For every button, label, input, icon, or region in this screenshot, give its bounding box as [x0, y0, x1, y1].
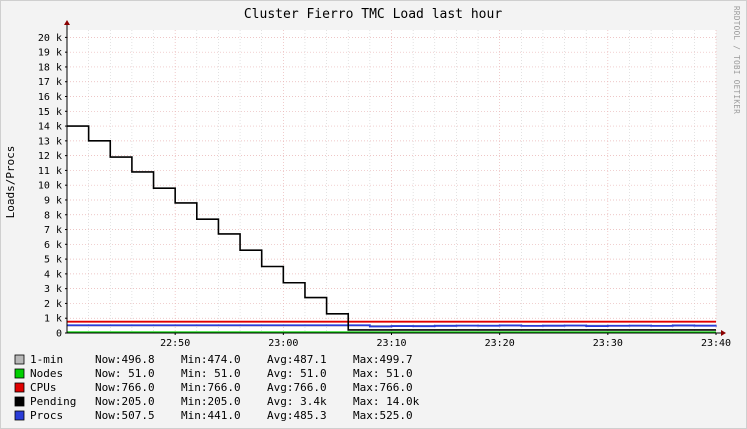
legend-max: Max:525.0 [353, 409, 413, 422]
y-tick-label: 0 [56, 329, 62, 340]
chart-title: Cluster Fierro TMC Load last hour [244, 7, 502, 22]
x-tick-label: 23:10 [376, 338, 406, 349]
y-tick-label: 6 k [44, 240, 62, 251]
legend-now: Now: 51.0 [95, 367, 155, 380]
y-axis-arrow [64, 20, 70, 25]
legend-max: Max:499.7 [353, 353, 413, 366]
legend-avg: Avg: 51.0 [267, 367, 327, 380]
x-tick-label: 22:50 [160, 338, 190, 349]
y-tick-label: 5 k [44, 255, 62, 266]
y-tick-label: 8 k [44, 210, 62, 221]
legend-max: Max:766.0 [353, 381, 413, 394]
legend-now: Now:496.8 [95, 353, 155, 366]
y-tick-label: 15 k [38, 107, 62, 118]
legend-max: Max: 14.0k [353, 395, 420, 408]
series-procs [67, 324, 717, 328]
watermark: RRDTOOL / TOBI OETIKER [732, 6, 741, 114]
y-tick-label: 12 k [38, 151, 62, 162]
y-tick-label: 9 k [44, 195, 62, 206]
y-tick-label: 2 k [44, 299, 62, 310]
legend-swatch-nodes [14, 368, 25, 379]
legend-min: Min:205.0 [181, 395, 241, 408]
y-tick-label: 16 k [38, 92, 62, 103]
legend-now: Now:766.0 [95, 381, 155, 394]
legend-now: Now:507.5 [95, 409, 155, 422]
y-axis-label: Loads/Procs [4, 146, 17, 219]
legend-label: CPUs [30, 381, 57, 394]
legend-min: Min:474.0 [181, 353, 241, 366]
y-tick-label: 7 k [44, 225, 62, 236]
x-tick-label: 23:20 [485, 338, 515, 349]
y-tick-label: 18 k [38, 62, 62, 73]
legend-avg: Avg:766.0 [267, 381, 327, 394]
legend-swatch-procs [14, 410, 25, 421]
legend-swatch-pending [14, 396, 25, 407]
y-tick-label: 4 k [44, 269, 62, 280]
legend-avg: Avg:487.1 [267, 353, 327, 366]
y-tick-label: 13 k [38, 136, 62, 147]
x-tick-label: 23:00 [268, 338, 298, 349]
legend-label: 1-min [30, 353, 63, 366]
y-tick-label: 11 k [38, 166, 62, 177]
y-tick-label: 3 k [44, 284, 62, 295]
legend-label: Procs [30, 409, 63, 422]
x-tick-label: 23:30 [593, 338, 623, 349]
x-tick-label: 23:40 [701, 338, 731, 349]
x-axis-arrow [721, 330, 726, 336]
y-tick-label: 17 k [38, 77, 62, 88]
legend-label: Pending [30, 395, 76, 408]
legend-label: Nodes [30, 367, 63, 380]
legend-max: Max: 51.0 [353, 367, 413, 380]
legend-min: Min:766.0 [181, 381, 241, 394]
legend-swatch-cpus [14, 382, 25, 393]
legend-avg: Avg:485.3 [267, 409, 327, 422]
y-tick-label: 10 k [38, 181, 62, 192]
y-tick-label: 14 k [38, 122, 62, 133]
y-tick-label: 19 k [38, 48, 62, 59]
legend-avg: Avg: 3.4k [267, 395, 327, 408]
series-pending [67, 125, 716, 331]
y-tick-label: 1 k [44, 314, 62, 325]
legend-now: Now:205.0 [95, 395, 155, 408]
legend-swatch-1-min [14, 354, 25, 365]
legend-min: Min: 51.0 [181, 367, 241, 380]
legend-min: Min:441.0 [181, 409, 241, 422]
y-tick-label: 20 k [38, 33, 62, 44]
